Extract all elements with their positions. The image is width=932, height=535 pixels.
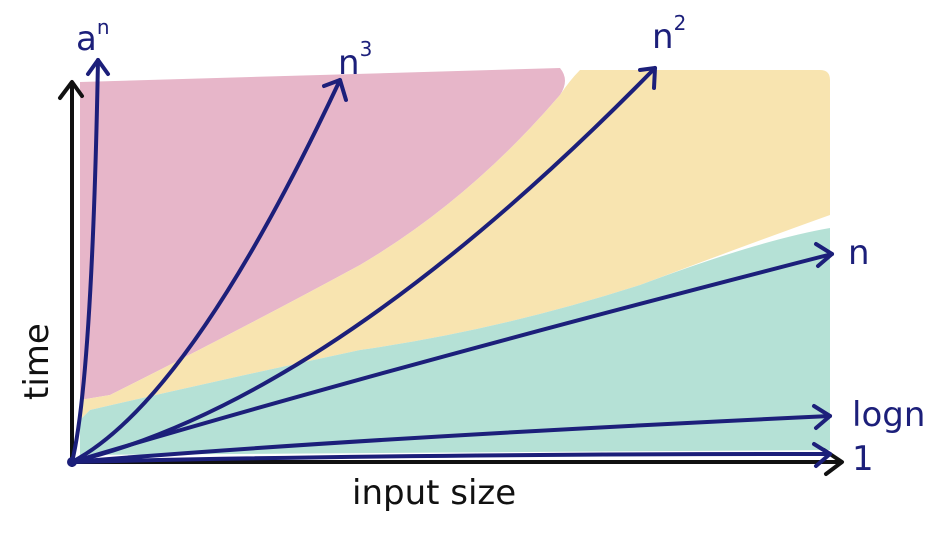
label-n-3: n3 bbox=[338, 37, 372, 83]
label-a-n: an bbox=[76, 15, 110, 59]
curves-group bbox=[67, 58, 834, 468]
label-a-n-sup: n bbox=[97, 15, 110, 39]
label-a-n-base: a bbox=[76, 19, 97, 59]
y-axis-arrowhead bbox=[58, 80, 84, 100]
region-yellow bbox=[80, 70, 830, 420]
y-axis-label: time bbox=[17, 323, 57, 400]
curve-arrowhead-a-n bbox=[86, 58, 110, 76]
curve-arrowhead-n-2 bbox=[638, 66, 657, 90]
label-1: 1 bbox=[852, 439, 874, 479]
curve-n bbox=[70, 252, 834, 464]
origin-point bbox=[67, 457, 77, 467]
label-n-2-base: n bbox=[652, 17, 674, 57]
curve-arrowhead-n bbox=[814, 242, 834, 268]
x-axis-label: input size bbox=[352, 473, 516, 513]
curve-arrowhead-1 bbox=[812, 442, 832, 468]
label-n-2: n2 bbox=[652, 11, 686, 57]
curve-arrowhead-logn bbox=[812, 404, 832, 430]
label-n-3-base: n bbox=[338, 43, 360, 83]
region-pink bbox=[80, 68, 565, 400]
label-n: n bbox=[848, 233, 870, 273]
label-n-2-sup: 2 bbox=[674, 11, 687, 35]
curve-logn bbox=[70, 414, 832, 464]
curve-n-3 bbox=[70, 78, 342, 464]
region-teal bbox=[80, 228, 830, 455]
curve-1 bbox=[70, 452, 832, 464]
label-n-3-sup: 3 bbox=[360, 37, 373, 61]
curve-a-n bbox=[70, 58, 100, 464]
label-logn: logn bbox=[852, 395, 925, 435]
curve-arrowhead-n-3 bbox=[322, 78, 348, 102]
